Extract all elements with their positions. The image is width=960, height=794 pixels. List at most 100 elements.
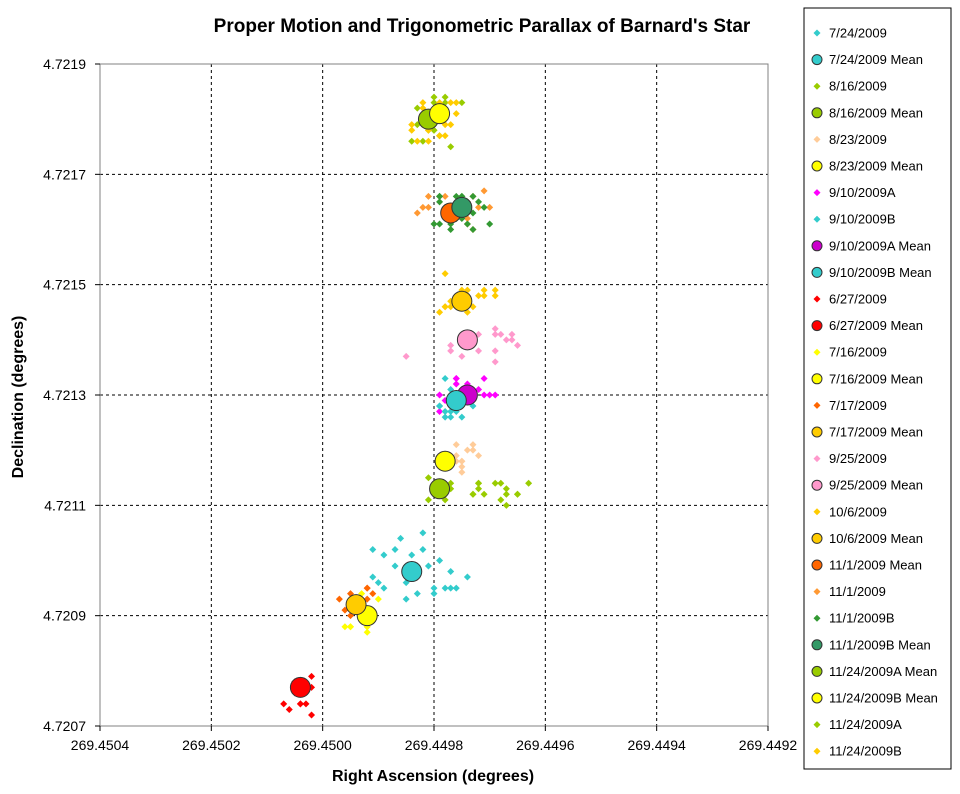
data-point [491,391,499,399]
legend-label: 11/24/2009A Mean [829,664,937,679]
data-point [469,226,477,233]
data-point [441,192,449,200]
data-point [463,220,471,228]
data-point [463,446,471,454]
legend-swatch [813,29,821,37]
legend: 7/24/2009 7/24/2009 Mean 8/16/2009 8/16/200… [803,7,952,770]
x-tick-label: 269.4496 [516,737,575,753]
legend-label: 10/6/2009 [829,504,887,519]
y-tick-label: 4.7211 [44,497,86,513]
data-point [475,485,483,493]
y-tick-label: 4.7207 [43,718,86,734]
data-point [363,628,371,636]
data-point [447,341,455,349]
data-point [413,590,421,598]
legend-swatch [813,588,821,596]
data-point [436,198,444,206]
data-point [480,374,488,382]
legend-label: 8/16/2009 [829,79,887,94]
mean-point [451,290,473,312]
data-point [369,545,377,553]
data-point [424,474,432,482]
mean-point [434,450,456,472]
y-axis-title: Declination (degrees) [10,316,27,479]
data-point [508,330,516,338]
data-point [397,534,405,542]
legend-label: 8/23/2009 [829,132,887,147]
legend-label: 6/27/2009 [829,292,887,307]
data-point [380,551,388,559]
data-point [302,700,310,708]
data-point [341,623,349,631]
legend-swatch [811,639,823,651]
legend-label: 11/24/2009B [829,744,902,759]
data-point [402,595,410,603]
data-point [491,286,499,294]
x-tick-label: 269.4498 [405,737,464,753]
legend-swatch [813,189,821,197]
legend-swatch [811,54,823,66]
legend-swatch [811,532,823,544]
data-point [458,413,466,421]
data-point [486,220,494,228]
legend-swatch [811,559,823,571]
data-point [380,584,388,592]
mean-point [445,390,467,412]
legend-swatch [811,479,823,491]
data-point [475,203,483,211]
data-point [347,623,354,631]
data-point [480,286,488,294]
legend-label: 7/16/2009 Mean [829,371,923,386]
data-point [441,413,449,421]
data-point [369,573,377,581]
data-point [280,700,288,708]
data-point [308,672,316,680]
y-tick-label: 4.7213 [43,387,86,403]
mean-point [429,478,451,500]
data-point [497,479,505,487]
legend-swatch [811,373,823,385]
grid-lines [100,64,768,726]
mean-point [456,329,478,351]
legend-label: 7/17/2009 Mean [829,425,923,440]
legend-box [803,7,952,770]
data-point [514,341,521,349]
legend-label: 7/24/2009 [829,26,887,41]
data-point [502,485,510,493]
legend-label: 9/10/2009B Mean [829,265,932,280]
data-point [285,705,293,713]
data-point [413,209,421,217]
data-point [374,595,382,603]
data-point [480,187,488,195]
data-point [419,203,427,211]
data-point [469,441,477,449]
data-point [486,391,494,399]
data-point [475,452,483,460]
legend-label: 7/17/2009 [829,398,887,413]
legend-label: 11/24/2009B Mean [829,691,938,706]
data-point [463,573,471,581]
legend-label: 9/10/2009B [829,212,896,227]
data-point [458,352,466,360]
mean-point [345,594,367,616]
data-point [475,198,483,206]
data-point [491,325,499,333]
data-point [436,192,444,200]
data-point [308,711,316,719]
legend-swatch [811,160,823,172]
legend-swatch [813,135,821,143]
data-point [374,579,382,587]
data-point [424,562,432,570]
data-point [436,557,444,564]
legend-swatch [813,455,821,463]
legend-swatch [811,692,823,704]
data-point [408,126,416,134]
legend-label: 7/24/2009 Mean [829,52,923,67]
legend-label: 7/16/2009 [829,345,887,360]
x-tick-label: 269.4492 [739,737,798,753]
data-point [469,192,477,200]
data-point [491,292,499,300]
legend-swatch [813,614,821,622]
legend-label: 11/1/2009 Mean [829,558,922,573]
